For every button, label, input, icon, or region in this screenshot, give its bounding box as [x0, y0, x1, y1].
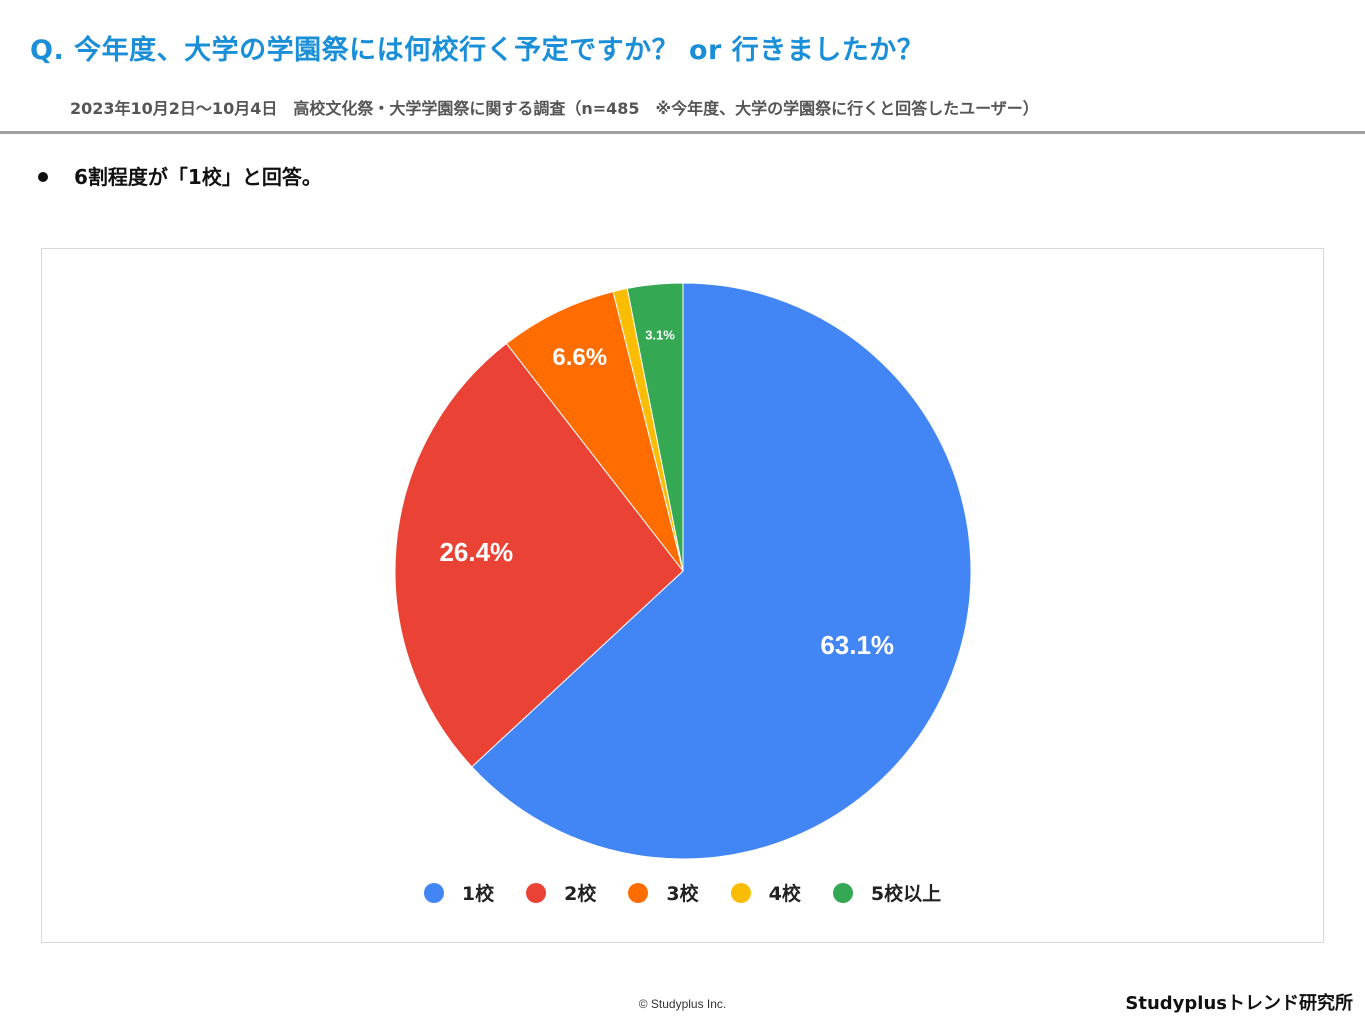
legend-label-1: 1校: [461, 883, 495, 905]
bullet-dot-icon: [38, 171, 48, 182]
copyright-text: © Studyplus Inc.: [638, 997, 727, 1011]
legend-item-4: 4校: [730, 879, 801, 906]
survey-subtitle: 2023年10月2日〜10月4日 高校文化祭・大学学園祭に関する調査（n=485…: [70, 99, 1039, 118]
chart-legend: 1校 2校 3校 4校 5校以上: [42, 879, 1323, 906]
legend-label-3: 3校: [666, 883, 699, 905]
legend-item-3: 3校: [628, 879, 699, 906]
chart-panel: 63.1% 26.4% 6.6% 0.8% 3.1% 1校 2校 3校 4校 5校以上: [41, 248, 1324, 943]
data-label-3: 6.6%: [552, 344, 607, 371]
pie-chart: 63.1% 26.4% 6.6% 0.8% 3.1%: [394, 268, 972, 860]
legend-swatch-2: [526, 882, 547, 903]
data-label-4: 0.8%: [592, 268, 624, 284]
pie-slice-1: [471, 282, 972, 860]
pie-slice-2: [394, 342, 684, 768]
legend-item-2: 2校: [526, 879, 596, 906]
data-label-1: 63.1%: [820, 630, 894, 660]
brand-logo-text: Studyplusトレンド研究所: [1125, 993, 1353, 1014]
legend-swatch-4: [730, 882, 751, 903]
legend-swatch-3: [628, 882, 649, 903]
header: Q. 今年度、大学の学園祭には何校行く予定ですか？ or 行きましたか？ 202…: [0, 0, 1365, 134]
legend-label-4: 4校: [768, 883, 801, 905]
legend-label-2: 2校: [564, 883, 597, 905]
legend-item-1: 1校: [423, 879, 495, 906]
data-label-5-plus: 3.1%: [645, 327, 675, 342]
pie-slice-3: [505, 290, 684, 572]
legend-item-5-plus: 5校以上: [832, 879, 942, 906]
summary-bullet: 6割程度が「1校」と回答。: [38, 161, 322, 190]
legend-swatch-1: [423, 882, 444, 903]
legend-label-5-plus: 5校以上: [870, 883, 942, 905]
summary-text: 6割程度が「1校」と回答。: [74, 165, 322, 189]
page-title: Q. 今年度、大学の学園祭には何校行く予定ですか？ or 行きましたか？: [30, 35, 925, 66]
legend-swatch-5-plus: [832, 882, 853, 903]
pie-slice-5-plus: [626, 282, 684, 572]
data-label-2: 26.4%: [439, 537, 513, 567]
